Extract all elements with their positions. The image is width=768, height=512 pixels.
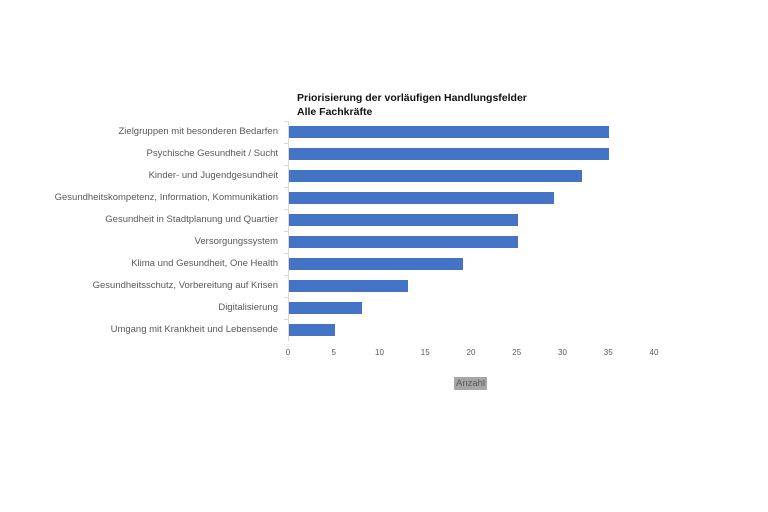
x-tick-label: 15 [420,348,430,357]
x-tick-label: 35 [603,348,613,357]
x-tick-label: 5 [331,348,336,357]
bar [289,258,463,270]
chart-subtitle: Alle Fachkräfte [297,106,373,118]
category-label: Zielgruppen mit besonderen Bedarfen [118,126,279,137]
x-axis-label: Anzahl [454,377,488,390]
category-label: Digitalisierung [218,302,278,313]
y-tick-mark [284,187,288,188]
x-tick-label: 0 [285,348,291,357]
y-tick-mark [284,121,288,122]
chart-title-line: Priorisierung der vorläufigen Handlungsf… [297,92,527,104]
bar [289,126,609,138]
bar [289,236,518,248]
x-tick-label: 25 [512,348,522,357]
y-tick-mark [284,143,288,144]
y-tick-mark [284,253,288,254]
y-tick-mark [284,297,288,298]
bar [289,170,582,182]
bar [289,324,335,336]
x-tick-label: 40 [649,348,659,357]
x-tick-label: 10 [375,348,384,357]
y-tick-mark [284,319,288,320]
chart-title: Priorisierung der vorläufigen Handlungsf… [297,91,527,119]
category-label: Gesundheitsschutz, Vorbereitung auf Kris… [92,280,278,291]
y-axis-line [288,121,289,341]
category-label: Gesundheitskompetenz, Information, Kommu… [54,192,278,203]
y-tick-mark [284,209,288,210]
y-tick-mark [284,165,288,166]
x-tick-label: 30 [558,348,567,357]
bar [289,148,609,160]
bar [289,214,518,226]
x-tick-label: 20 [466,348,476,357]
y-tick-mark [284,231,288,232]
bar [289,192,554,204]
category-label: Kinder- und Jugendgesundheit [148,170,278,181]
y-tick-mark [284,275,288,276]
bar [289,302,362,314]
category-label: Klima und Gesundheit, One Health [131,258,278,269]
category-label: Psychische Gesundheit / Sucht [146,148,279,159]
category-label: Umgang mit Krankheit und Lebensende [110,324,278,335]
category-label: Versorgungssystem [194,236,278,247]
bar [289,280,408,292]
category-label: Gesundheit in Stadtplanung und Quartier [105,214,278,225]
